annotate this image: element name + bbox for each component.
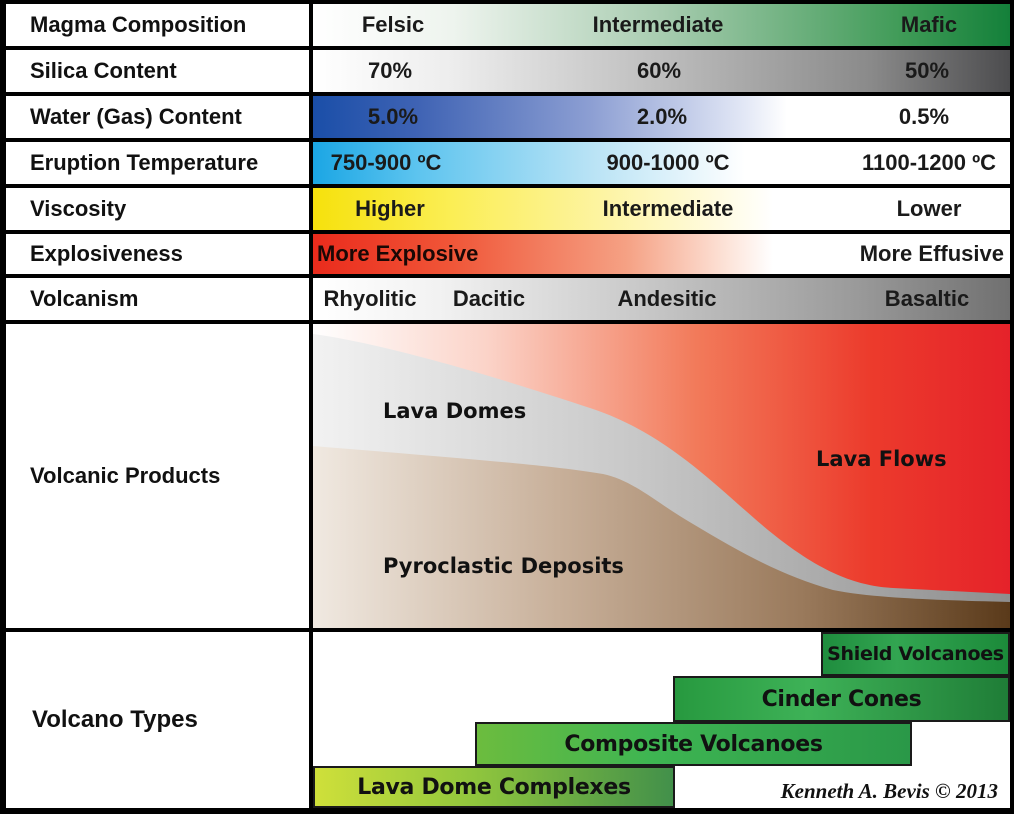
row-water-content: 5.0% 2.0% 0.5% [313,96,1010,138]
row-magma-composition: Felsic Intermediate Mafic [313,4,1010,46]
volcanism-andesitic: Andesitic [617,286,717,311]
temperature-felsic: 750-900 ºC [330,150,442,175]
pyroclastic-deposits-area [313,446,1010,628]
silica-intermediate: 60% [636,58,682,83]
row-label-eruption-temperature: Eruption Temperature [6,142,309,184]
temperature-intermediate: 900-1000 ºC [606,150,730,175]
explosiveness-more-explosive: More Explosive [317,241,479,266]
row-label-volcanism: Volcanism [6,278,309,320]
lava-flows-label: Lava Flows [816,447,947,471]
water-mafic: 0.5% [898,104,950,129]
row-label-volcano-types: Volcano Types [6,632,309,808]
viscosity-intermediate: Intermediate [602,196,734,221]
water-intermediate: 2.0% [636,104,688,129]
volcanism-basaltic: Basaltic [884,286,970,311]
temperature-mafic: 1100-1200 ºC [861,150,997,175]
bar-cinder-cones: Cinder Cones [673,676,1010,722]
water-felsic: 5.0% [367,104,419,129]
bar-composite-volcanoes: Composite Volcanoes [475,722,912,766]
row-explosiveness: More Explosive More Effusive [313,234,1010,274]
magma-felsic: Felsic [361,12,425,37]
silica-felsic: 70% [367,58,413,83]
row-silica-content: 70% 60% 50% [313,50,1010,92]
volcanic-products-svg: Lava Domes Lava Flows Pyroclastic Deposi… [313,324,1010,628]
magma-intermediate: Intermediate [592,12,724,37]
volcanism-dacitic: Dacitic [452,286,526,311]
viscosity-higher: Higher [355,196,425,221]
row-label-viscosity: Viscosity [6,188,309,230]
viscosity-lower: Lower [896,196,962,221]
volcanism-rhyolitic: Rhyolitic [323,286,417,311]
row-eruption-temperature: 750-900 ºC 900-1000 ºC 1100-1200 ºC [313,142,1010,184]
pyroclastic-deposits-label: Pyroclastic Deposits [383,554,624,578]
volcano-types-diagram: Shield Volcanoes Cinder Cones Composite … [313,632,1010,808]
row-volcanism: Rhyolitic Dacitic Andesitic Basaltic [313,278,1010,320]
row-viscosity: Higher Intermediate Lower [313,188,1010,230]
bar-lava-dome-complexes: Lava Dome Complexes [313,766,675,808]
explosiveness-more-effusive: More Effusive [859,241,1004,266]
volcanic-products-diagram: Lava Domes Lava Flows Pyroclastic Deposi… [313,324,1010,628]
row-label-water-content: Water (Gas) Content [6,96,309,138]
lava-domes-label: Lava Domes [383,399,526,423]
row-label-explosiveness: Explosiveness [6,234,309,274]
row-label-silica-content: Silica Content [6,50,309,92]
bar-shield-volcanoes: Shield Volcanoes [821,632,1010,676]
row-label-magma-composition: Magma Composition [6,4,309,46]
author-credit: Kenneth A. Bevis © 2013 [780,779,998,803]
silica-mafic: 50% [904,58,950,83]
row-label-volcanic-products: Volcanic Products [6,324,309,628]
magma-mafic: Mafic [900,12,958,37]
